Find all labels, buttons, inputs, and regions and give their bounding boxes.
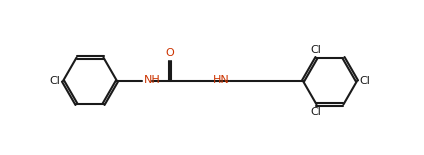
- Text: O: O: [166, 49, 174, 58]
- Text: HN: HN: [213, 75, 229, 86]
- Text: Cl: Cl: [360, 76, 371, 86]
- Text: Cl: Cl: [310, 45, 321, 55]
- Text: NH: NH: [143, 75, 160, 86]
- Text: Cl: Cl: [50, 76, 61, 86]
- Text: Cl: Cl: [310, 107, 321, 117]
